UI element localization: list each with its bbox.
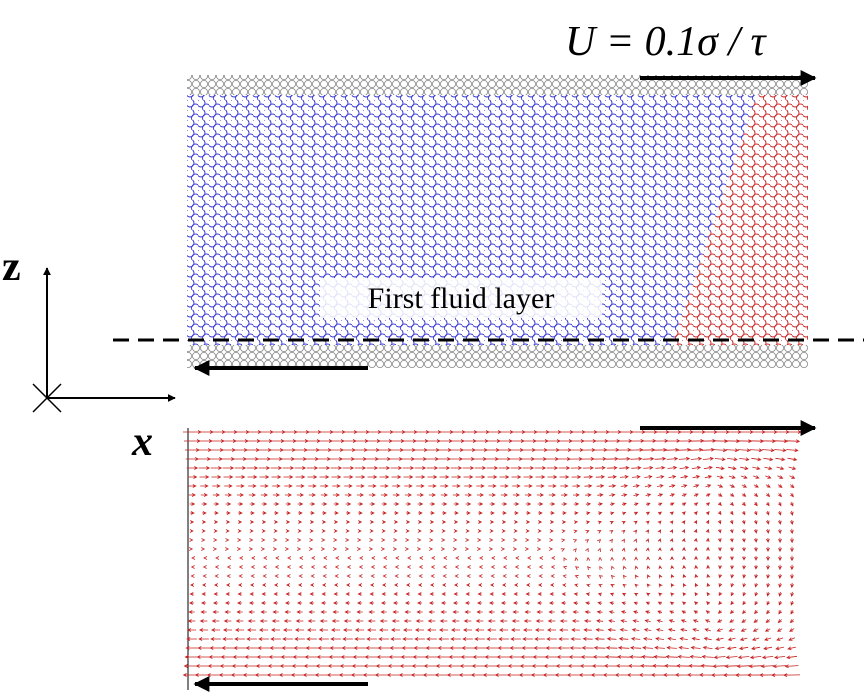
vector-row	[189, 600, 794, 606]
vector-row	[186, 637, 796, 641]
y-cross	[32, 383, 62, 413]
vector-row	[188, 493, 794, 498]
vector-row	[190, 582, 794, 589]
vector-row	[183, 664, 799, 669]
vector-row	[190, 519, 794, 525]
bottom-wall	[187, 345, 808, 368]
vector-row	[187, 475, 796, 479]
vector-row	[189, 591, 794, 598]
vector-row	[182, 673, 801, 677]
fluid-red	[672, 95, 808, 345]
vector-row	[183, 430, 802, 434]
vector-row	[189, 546, 794, 553]
vector-row	[190, 510, 794, 516]
vector-row	[185, 456, 798, 462]
vector-row	[184, 447, 799, 453]
vector-row	[186, 465, 797, 471]
vector-row	[190, 564, 794, 571]
vector-row	[188, 610, 795, 615]
velocity-field	[182, 430, 802, 677]
label-bg	[320, 278, 602, 318]
vector-row	[184, 439, 801, 444]
vector-row	[185, 645, 796, 651]
vector-row	[187, 628, 795, 632]
vector-row	[190, 573, 794, 580]
vector-row	[187, 619, 794, 624]
vector-row	[188, 484, 795, 489]
x-label: x	[131, 419, 153, 465]
equation: U = 0.1σ / τ	[565, 19, 768, 65]
vector-row	[189, 537, 794, 544]
vector-row	[189, 528, 794, 535]
vector-row	[189, 501, 794, 507]
vector-row	[191, 555, 794, 562]
vector-row	[184, 654, 798, 660]
z-label: z	[2, 244, 21, 290]
layer-label: First fluid layer	[368, 282, 555, 315]
